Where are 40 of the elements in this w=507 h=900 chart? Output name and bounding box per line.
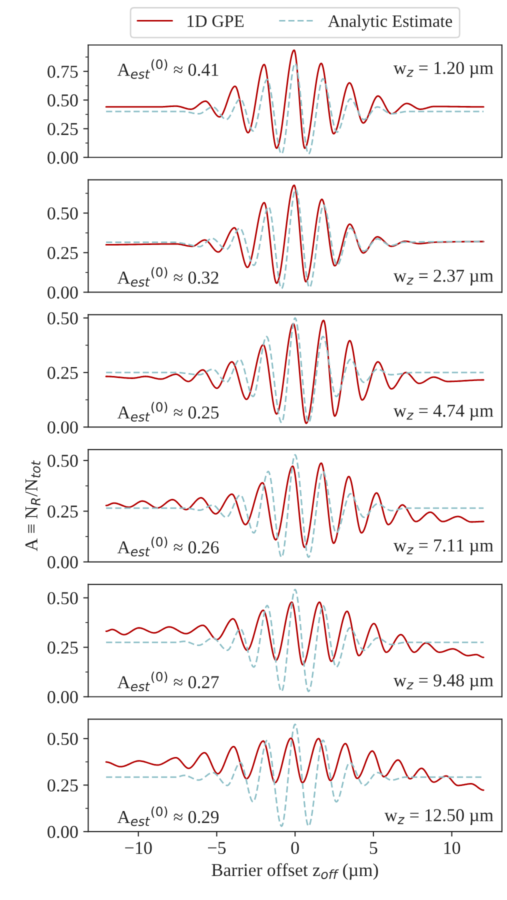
y-tick-label: 0.25: [48, 122, 78, 136]
y-tick-label: 0.75: [48, 66, 78, 78]
annotation: w$_{z}$ = 2.37 µm: [393, 270, 494, 286]
y-tick-label: 0.50: [48, 94, 78, 107]
y-tick-label: 0.25: [48, 505, 78, 518]
x-tick-label: 10: [444, 842, 460, 854]
legend-label: 1D GPE: [188, 15, 244, 28]
annotation: A$_{est}$$^{(0)}$ ≈ 0.26: [117, 536, 219, 556]
annotation: w$_{z}$ = 7.11 µm: [393, 539, 494, 556]
y-tick-label: 0.00: [48, 421, 78, 434]
y-tick-label: 0.25: [48, 366, 78, 380]
x-tick-label: −10: [125, 842, 152, 854]
y-tick-label: 0.50: [48, 732, 78, 746]
annotation: A$_{est}$$^{(0)}$ ≈ 0.25: [117, 402, 219, 422]
annotation: A$_{est}$$^{(0)}$ ≈ 0.41: [117, 59, 218, 79]
legend-label: Analytic Estimate: [328, 14, 452, 31]
y-tick-label: 0.00: [48, 152, 78, 164]
annotation: w$_{z}$ = 4.74 µm: [393, 404, 494, 420]
x-tick-label: 5: [370, 842, 378, 854]
y-tick-label: 0.00: [48, 556, 78, 568]
annotation: A$_{est}$$^{(0)}$ ≈ 0.29: [117, 806, 219, 826]
x-axis-title: Barrier offset z$_{off}$ (µm): [212, 863, 378, 880]
annotation: A$_{est}$$^{(0)}$ ≈ 0.27: [117, 672, 219, 692]
y-tick-label: 0.25: [48, 642, 78, 654]
annotation: w$_{z}$ = 1.20 µm: [393, 62, 494, 78]
y-tick-label: 0.00: [48, 691, 78, 704]
y-tick-label: 0.00: [48, 286, 78, 299]
y-tick-label: 0.50: [48, 312, 78, 324]
y-axis-title: A ≡ N$_{R}$/N$_{tot}$: [25, 460, 40, 552]
y-tick-label: 0.50: [48, 207, 78, 220]
y-tick-label: 0.50: [48, 592, 78, 604]
y-tick-label: 0.50: [48, 454, 78, 468]
annotation: A$_{est}$$^{(0)}$ ≈ 0.32: [117, 267, 218, 287]
y-tick-label: 0.25: [48, 246, 78, 260]
annotation: w$_{z}$ = 12.50 µm: [384, 809, 494, 825]
y-tick-label: 0.00: [48, 826, 78, 838]
x-tick-label: 0: [291, 842, 299, 854]
annotation: w$_{z}$ = 9.48 µm: [393, 674, 494, 690]
y-tick-label: 0.25: [48, 779, 78, 792]
x-tick-label: −5: [208, 842, 226, 854]
